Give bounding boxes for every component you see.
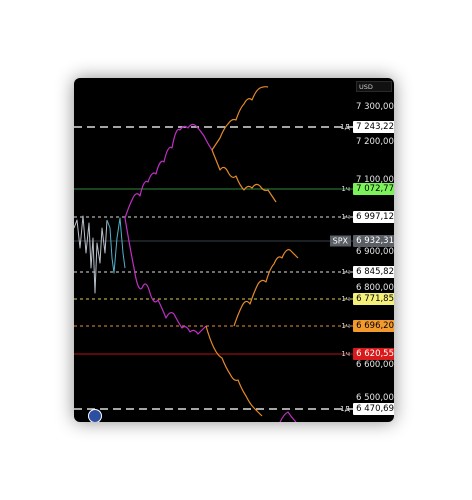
history-recent-line [106, 217, 126, 274]
price-tag: 7 243,22 [353, 121, 394, 133]
price-tag: 6 620,55 [353, 348, 394, 360]
projection-path-b-rise [233, 249, 299, 327]
price-tag: 6 997,12 [353, 211, 394, 223]
interval-label: 1ч [341, 185, 350, 193]
projection-path-b-top [211, 86, 269, 151]
interval-label: 1ч [341, 268, 350, 276]
axis-tick: 7 300,00 [356, 102, 394, 112]
axis-tick: 7 100,00 [356, 175, 394, 185]
price-tag: 6 845,82 [353, 266, 394, 278]
interval-label: 1ч [341, 350, 350, 358]
history-line [74, 215, 108, 294]
axis-tick: 6 600,00 [356, 360, 394, 370]
flag-icon[interactable] [88, 409, 102, 422]
price-tag: 6 771,85 [353, 293, 394, 305]
price-tag: 6 470,69 [353, 403, 394, 415]
price-axis[interactable]: 7 300,00 7 200,00 7 100,00 6 900,00 6 80… [353, 78, 394, 422]
projection-path-b-mid [211, 149, 277, 203]
axis-tick: 6 800,00 [356, 283, 394, 293]
interval-label: 1ч [341, 322, 350, 330]
price-tag: 7 072,77 [353, 183, 394, 195]
axis-tick: 6 500,00 [356, 393, 394, 403]
price-curves [74, 86, 299, 422]
interval-label: 1Д [340, 123, 350, 131]
level-lines [74, 126, 354, 410]
projection-path-b-fall [205, 325, 263, 417]
symbol-badge: SPX [329, 235, 351, 247]
interval-label: 1ч [341, 213, 350, 221]
projection-path-a-down [124, 217, 207, 335]
chart-window: USD 7 300,00 7 200,00 7 100,00 6 900,00 … [74, 78, 394, 422]
interval-label: 1Д [340, 405, 350, 413]
price-tag: 6 932,31 [353, 235, 394, 247]
currency-selector[interactable]: USD [356, 81, 392, 92]
price-plot[interactable] [74, 78, 354, 422]
axis-tick: 6 900,00 [356, 247, 394, 257]
projection-path-a-tail [279, 411, 297, 422]
projection-path-a-up [124, 123, 213, 219]
price-tag: 6 696,20 [353, 320, 394, 332]
axis-tick: 7 200,00 [356, 137, 394, 147]
interval-label: 1ч [341, 295, 350, 303]
